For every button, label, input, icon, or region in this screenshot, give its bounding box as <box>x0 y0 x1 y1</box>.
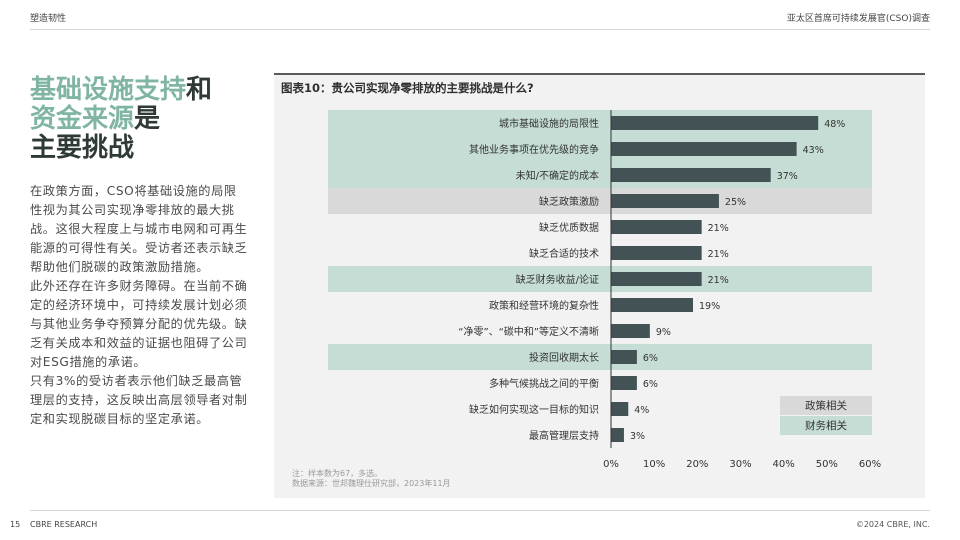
legend-label: 政策相关 <box>805 399 847 412</box>
value-label: 6% <box>643 379 658 390</box>
header-divider <box>30 29 930 30</box>
bar <box>611 298 694 312</box>
title-part1-dark: 和 <box>186 75 213 105</box>
value-label: 4% <box>634 405 649 416</box>
x-tick-label: 0% <box>603 459 619 470</box>
category-label: 缺乏优质数据 <box>539 221 599 234</box>
value-label: 25% <box>725 197 746 208</box>
bar <box>611 168 771 182</box>
title-part3-dark: 主要挑战 <box>30 133 135 163</box>
highlight-band <box>328 162 872 188</box>
highlight-band <box>328 344 872 370</box>
bar <box>611 376 637 390</box>
category-label: 多种气候挑战之间的平衡 <box>489 377 599 390</box>
bar-chart: 城市基础设施的局限性 48% 其他业务事项在优先级的竞争 43% 未知/不确定的成本 37… <box>328 110 881 470</box>
legend-label: 财务相关 <box>805 419 847 432</box>
value-label: 21% <box>708 275 729 286</box>
bar <box>611 402 629 416</box>
x-tick-label: 10% <box>643 459 665 470</box>
value-label: 6% <box>643 353 658 364</box>
category-label: 城市基础设施的局限性 <box>499 117 599 130</box>
title-part2-dark: 是 <box>134 104 161 134</box>
highlight-band <box>328 266 872 292</box>
value-label: 3% <box>630 431 645 442</box>
chart-note: 注：样本数为67，多选。 <box>292 469 383 478</box>
bar <box>611 324 650 338</box>
value-label: 19% <box>699 301 720 312</box>
x-tick-label: 20% <box>686 459 708 470</box>
value-label: 9% <box>656 327 671 338</box>
paragraph-leadership: 只有3%的受访者表示他们缺乏最高管理层的支持，这反映出高层领导者对制定和实现脱碳… <box>30 374 248 426</box>
category-label: 缺乏如何实现这一目标的知识 <box>469 403 599 416</box>
category-label: 其他业务事项在优先级的竞争 <box>469 143 599 156</box>
x-tick-label: 50% <box>816 459 838 470</box>
page-number: 15 <box>10 520 21 529</box>
bar <box>611 142 797 156</box>
x-tick-label: 60% <box>859 459 881 470</box>
x-tick-label: 40% <box>773 459 795 470</box>
chart-title: 图表10：贵公司实现净零排放的主要挑战是什么? <box>281 81 534 95</box>
paragraph-finance: 此外还存在许多财务障碍。在当前不确定的经济环境中，可持续发展计划必须与其他业务争… <box>30 279 248 369</box>
legend-swatch <box>780 396 872 415</box>
bar <box>611 246 702 260</box>
bar <box>611 220 702 234</box>
header-section-title: 塑造韧性 <box>30 14 67 24</box>
category-label: 投资回收期太长 <box>529 351 599 364</box>
category-label: 未知/不确定的成本 <box>516 169 599 182</box>
legend-swatch <box>780 416 872 435</box>
x-tick-label: 30% <box>729 459 751 470</box>
paragraph-policy: 在政策方面，CSO将基础设施的局限性视为其公司实现净零排放的最大挑战。这很大程度… <box>30 184 248 274</box>
page-title: 基础设施支持和 资金来源是 主要挑战 <box>30 76 212 163</box>
header-report-title: 亚太区首席可持续发展官(CSO)调查 <box>786 14 930 24</box>
bar <box>611 428 624 442</box>
category-label: “净零”、“碳中和”等定义不清晰 <box>458 325 599 338</box>
category-label: 缺乏政策激励 <box>539 195 599 208</box>
value-label: 21% <box>708 223 729 234</box>
bar <box>611 194 719 208</box>
category-label: 政策和经营环境的复杂性 <box>489 299 599 312</box>
bar <box>611 272 702 286</box>
value-label: 43% <box>803 145 824 156</box>
category-label: 缺乏合适的技术 <box>529 247 599 260</box>
highlight-band <box>328 188 872 214</box>
value-label: 37% <box>777 171 798 182</box>
title-part1-green: 基础设施支持 <box>30 75 187 105</box>
value-label: 21% <box>708 249 729 260</box>
bar <box>611 116 819 130</box>
category-label: 缺乏财务收益/论证 <box>516 273 599 286</box>
chart-source: 数据来源：世邦魏理仕研究部，2023年11月 <box>292 479 451 488</box>
category-label: 最高管理层支持 <box>529 429 599 442</box>
footer-copyright: ©2024 CBRE, INC. <box>855 520 930 529</box>
footer-brand: CBRE RESEARCH <box>30 520 98 529</box>
title-part2-green: 资金来源 <box>30 104 135 134</box>
value-label: 48% <box>824 119 845 130</box>
footer-divider <box>30 510 930 511</box>
bar <box>611 350 637 364</box>
chart-panel-top-rule <box>274 73 925 75</box>
